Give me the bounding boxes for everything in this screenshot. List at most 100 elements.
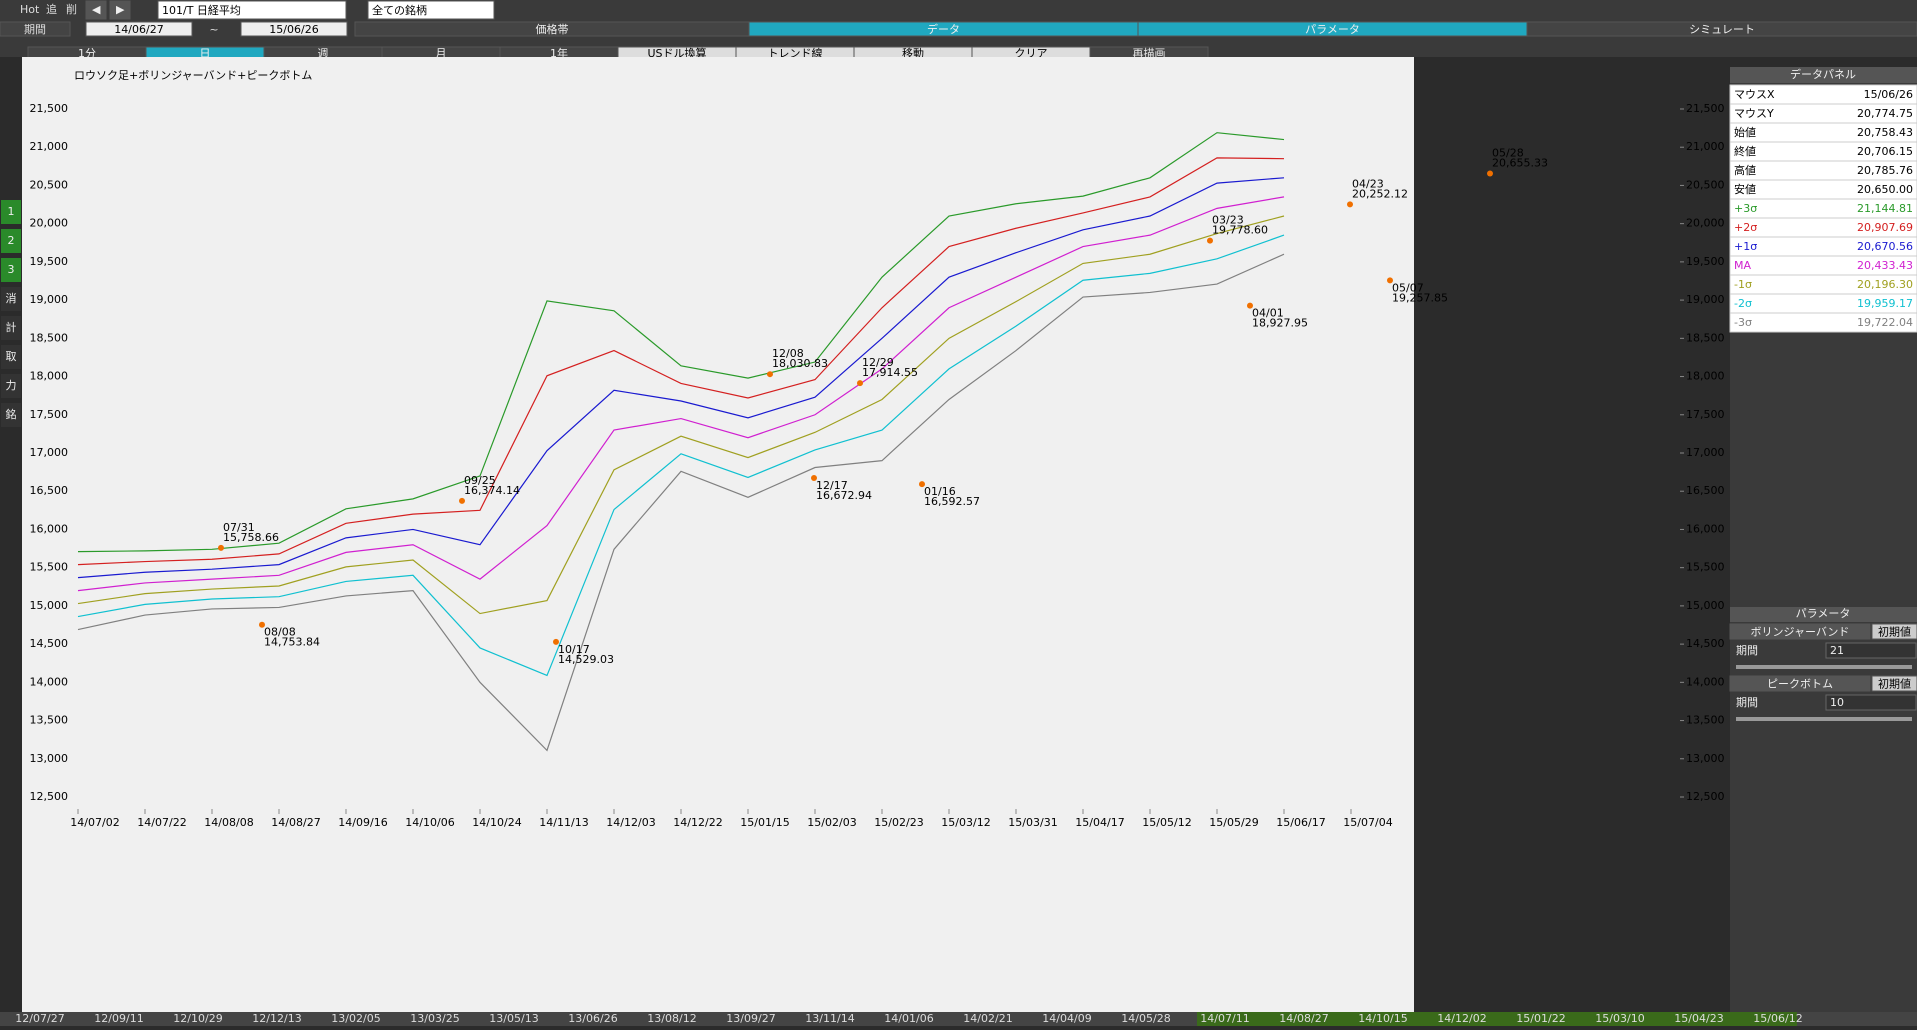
button-label[interactable]: 1: [117, 4, 124, 17]
timeline-label: 13/02/05: [331, 1012, 380, 1025]
param-input[interactable]: [1825, 694, 1917, 711]
timeline-label: 13/06/26: [568, 1012, 617, 1025]
tool-label[interactable]: 計: [6, 320, 17, 334]
tool-bg[interactable]: [1, 374, 21, 398]
button-label[interactable]: シミュレート: [1689, 23, 1755, 36]
tool-label[interactable]: 消: [6, 291, 17, 305]
button-label: ピークボトム: [1767, 678, 1833, 691]
data-row-value: 19,722.04: [1857, 316, 1913, 329]
tool-bg[interactable]: [1, 258, 21, 282]
button-label[interactable]: 移動: [902, 46, 924, 60]
button-label[interactable]: 日: [200, 47, 211, 60]
button-label[interactable]: 月: [436, 47, 447, 60]
annotation-date: 04/01: [1252, 307, 1284, 320]
y-tick-label-right: 16,000: [1686, 522, 1725, 535]
button-label[interactable]: 全ての銘柄: [372, 3, 427, 17]
button-label[interactable]: USドル換算: [647, 46, 706, 60]
data-row-value: 21,144.81: [1857, 202, 1913, 215]
y-tick-label: 14,000: [30, 675, 69, 688]
toolbar-button[interactable]: 追: [46, 2, 57, 16]
data-row-value: 20,758.43: [1857, 126, 1913, 139]
tool-bg[interactable]: [1, 345, 21, 369]
y-tick-label: 15,500: [30, 561, 69, 574]
y-tick-label-right: 14,500: [1686, 637, 1725, 650]
annotation-value: 17,914.55: [862, 366, 918, 379]
button-label[interactable]: 価格帯: [536, 22, 569, 36]
button-label[interactable]: 1: [93, 4, 100, 17]
tool-label[interactable]: 取: [6, 350, 17, 363]
button-label[interactable]: 101/T 日経平均: [162, 4, 241, 17]
tool-label[interactable]: 1: [8, 205, 15, 218]
band-line: [77, 132, 1285, 553]
arrow: ▶: [116, 3, 125, 16]
button-bg[interactable]: [1526, 21, 1917, 37]
timeline-label: 14/10/15: [1358, 1012, 1407, 1025]
button-bg[interactable]: [1871, 623, 1917, 640]
annotation-date: 03/23: [1212, 214, 1244, 227]
button-label[interactable]: 15/06/26: [269, 23, 318, 36]
tool-label[interactable]: 銘: [6, 407, 17, 421]
annotation-value: 15,758.66: [223, 531, 279, 544]
param-value[interactable]: 21: [1830, 644, 1844, 657]
button-label[interactable]: パラメータ: [1305, 23, 1360, 36]
tool-bg[interactable]: [1, 316, 21, 340]
button-label[interactable]: データ: [927, 22, 960, 36]
tool-label[interactable]: 2: [8, 234, 15, 247]
toolbar-button[interactable]: Hot: [20, 3, 40, 16]
toolbar-button[interactable]: 削: [66, 2, 77, 16]
button-label[interactable]: 1分: [78, 47, 96, 60]
button-label[interactable]: 1年: [550, 46, 568, 60]
button-bg[interactable]: [367, 0, 495, 20]
button-label[interactable]: 週: [318, 47, 329, 60]
chart-title: ロウソク足+ボリンジャーバンド+ピークボトム: [74, 69, 312, 82]
button-label[interactable]: 初期値: [1878, 677, 1911, 691]
x-tick-label: 15/06/17: [1276, 816, 1325, 829]
data-row-label: -2σ: [1734, 297, 1752, 310]
button-bg[interactable]: [109, 0, 131, 20]
timeline-label: 13/09/27: [726, 1012, 775, 1025]
tool-label[interactable]: 3: [8, 263, 15, 276]
x-tick-label: 14/08/08: [204, 816, 253, 829]
button-label[interactable]: トレンド線: [768, 46, 823, 60]
peak-bottom-dot: [1207, 237, 1213, 244]
param-input[interactable]: [1825, 642, 1917, 659]
slider[interactable]: [1736, 717, 1912, 721]
annotation-date: 12/29: [862, 356, 894, 369]
button-label[interactable]: 14/06/27: [114, 23, 163, 36]
x-tick-label: 15/02/23: [874, 816, 923, 829]
button-label[interactable]: クリア: [1015, 47, 1048, 60]
button-bg[interactable]: [240, 21, 348, 37]
button-bg[interactable]: [85, 21, 193, 37]
button-bg[interactable]: [85, 0, 107, 20]
param-value[interactable]: 10: [1830, 696, 1844, 709]
timeline-label: 15/04/23: [1674, 1012, 1723, 1025]
y-tick-label-right: 13,000: [1686, 752, 1725, 765]
param-field: 期間: [1736, 696, 1758, 709]
y-tick-label-right: 13,500: [1686, 714, 1725, 727]
x-tick-label: 14/09/16: [338, 816, 387, 829]
button-bg[interactable]: [157, 0, 347, 20]
data-row-label: 始値: [1734, 125, 1756, 139]
button-label[interactable]: 初期値: [1878, 625, 1911, 639]
timeline-label: 15/03/10: [1595, 1012, 1644, 1025]
timeline-label: 15/01/22: [1516, 1012, 1565, 1025]
slider[interactable]: [1736, 665, 1912, 669]
peak-bottom-dot: [553, 638, 559, 645]
button-label[interactable]: 再描画: [1133, 46, 1166, 60]
button-label: 期間: [24, 23, 46, 36]
tool-label[interactable]: 力: [6, 379, 17, 392]
y-tick-label-right: 18,500: [1686, 331, 1725, 344]
tool-bg[interactable]: [1, 200, 21, 224]
button-bg[interactable]: [1871, 675, 1917, 692]
x-tick-label: 14/07/22: [137, 816, 186, 829]
y-tick-label-right: 18,000: [1686, 370, 1725, 383]
x-tick-label: 15/05/29: [1209, 816, 1258, 829]
tool-bg[interactable]: [1, 229, 21, 253]
tool-bg[interactable]: [1, 403, 21, 427]
tool-bg[interactable]: [1, 287, 21, 311]
data-row-bg: [1729, 312, 1917, 333]
button-label: ボリンジャーバンド: [1751, 626, 1850, 639]
x-tick-label: 15/07/04: [1343, 816, 1392, 829]
x-tick-label: 14/12/22: [673, 816, 722, 829]
data-row-label: 終値: [1734, 144, 1756, 158]
